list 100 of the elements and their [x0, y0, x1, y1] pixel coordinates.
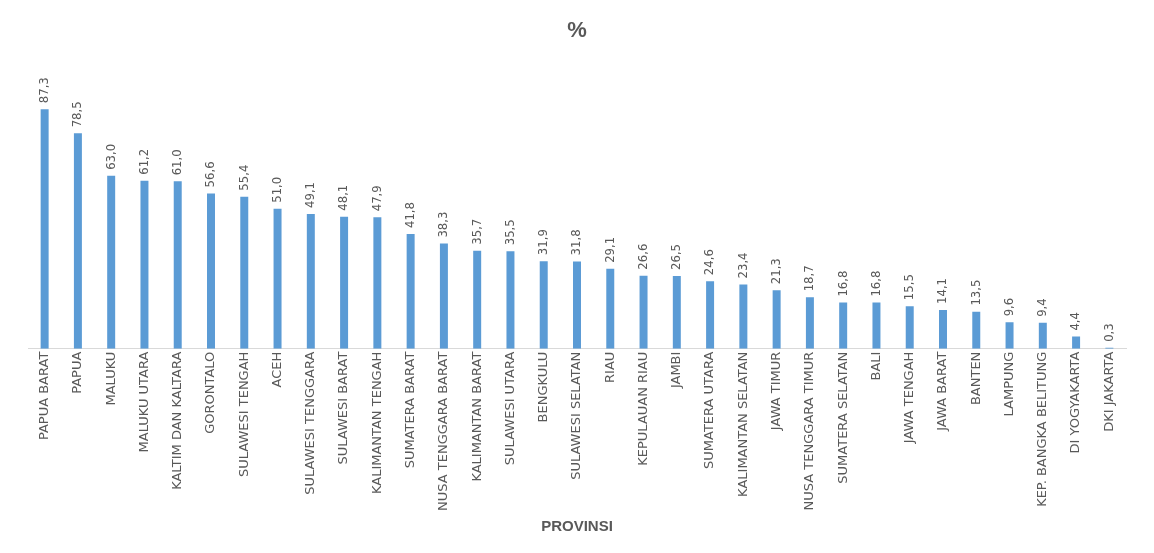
- bar: [839, 302, 848, 349]
- bar: [939, 309, 947, 349]
- bar: [539, 261, 548, 349]
- bar: [140, 180, 149, 349]
- x-tick-label: RIAU: [601, 351, 617, 383]
- x-tick-label: JAWA TENGAH: [901, 351, 917, 445]
- x-tick-label: DKI JAKARTA: [1100, 351, 1116, 432]
- bar: [406, 234, 415, 349]
- bar: [1072, 336, 1081, 349]
- data-label: 31,9: [535, 229, 551, 256]
- data-label: 9,4: [1034, 298, 1050, 317]
- x-tick-label: NUSA TENGGARA BARAT: [435, 351, 451, 512]
- x-tick-label: JAWA TIMUR: [768, 351, 784, 432]
- x-tick-label: SUMATERA UTARA: [701, 351, 717, 469]
- data-label: 26,5: [668, 243, 684, 270]
- x-tick-label: SULAWESI BARAT: [335, 351, 351, 465]
- bar: [373, 217, 382, 349]
- data-label: 23,4: [734, 252, 750, 279]
- bar: [1038, 322, 1047, 349]
- data-label: 18,7: [801, 265, 817, 292]
- bar: [207, 193, 215, 349]
- data-label: 38,3: [435, 211, 451, 238]
- chart-title: %: [567, 17, 587, 43]
- bar: [739, 284, 748, 349]
- data-label: 15,5: [901, 274, 917, 301]
- data-label: 31,8: [568, 229, 584, 256]
- bar: [706, 281, 715, 349]
- x-tick-label: SUMATERA BARAT: [402, 351, 418, 469]
- data-label: 55,4: [235, 164, 251, 191]
- data-label: 0,3: [1100, 323, 1116, 342]
- data-label: 47,9: [368, 185, 384, 212]
- x-tick-label: SUMATERA SELATAN: [834, 351, 850, 484]
- data-label: 48,1: [335, 184, 351, 211]
- x-tick-label: MALUKU: [102, 351, 118, 406]
- x-tick-label: BALI: [867, 351, 883, 381]
- bar: [173, 181, 182, 349]
- bar: [340, 216, 349, 349]
- bar: [905, 306, 914, 349]
- x-tick-label: NUSA TENGGARA TIMUR: [801, 351, 817, 511]
- data-label: 35,7: [468, 218, 484, 245]
- data-label: 4,4: [1067, 311, 1083, 331]
- data-label: 87,3: [36, 77, 52, 104]
- bar: [772, 290, 781, 349]
- x-tick-label: PAPUA BARAT: [36, 351, 52, 441]
- data-label: 49,1: [302, 181, 318, 208]
- x-tick-label: PAPUA: [69, 351, 85, 394]
- data-label: 21,3: [768, 258, 784, 285]
- bar: [1005, 322, 1014, 349]
- x-tick-label: KALIMANTAN SELATAN: [734, 351, 750, 497]
- data-label: 56,6: [202, 161, 218, 188]
- bar: [639, 275, 648, 349]
- x-tick-label: DI YOGYAKARTA: [1067, 351, 1083, 454]
- bar: [972, 311, 981, 349]
- x-tick-label: KALIMANTAN TENGAH: [368, 351, 384, 495]
- x-tick-label: SULAWESI TENGGARA: [302, 351, 318, 495]
- data-label: 78,5: [69, 101, 85, 128]
- bar: [73, 133, 82, 349]
- data-label: 16,8: [834, 270, 850, 297]
- data-label: 63,0: [102, 143, 118, 170]
- x-tick-label: KEP. BANGKA BELITUNG: [1034, 351, 1050, 507]
- x-tick-label: KEPULAUAN RIAU: [634, 351, 650, 466]
- data-label: 51,0: [268, 176, 284, 203]
- x-tick-label: MALUKU UTARA: [135, 351, 151, 453]
- bar: [306, 213, 315, 349]
- data-label: 35,5: [501, 219, 517, 246]
- bar: [273, 208, 282, 349]
- bar: [573, 261, 581, 349]
- x-tick-label: JAWA BARAT: [934, 351, 950, 432]
- x-axis-title: PROVINSI: [541, 517, 613, 535]
- x-tick-label: JAMBI: [668, 351, 684, 390]
- data-label: 16,8: [867, 270, 883, 297]
- bar: [439, 243, 448, 349]
- x-tick-label: LAMPUNG: [1000, 351, 1016, 417]
- bar: [872, 302, 881, 349]
- data-label: 29,1: [601, 236, 617, 263]
- bar: [805, 297, 814, 349]
- data-label: 14,1: [934, 277, 950, 304]
- bar: [606, 268, 615, 349]
- x-tick-label: BANTEN: [967, 351, 983, 406]
- data-label: 61,0: [169, 149, 185, 176]
- bar: [240, 196, 249, 349]
- data-label: 41,8: [402, 201, 418, 229]
- bar: [107, 175, 116, 349]
- x-tick-label: BENGKULU: [535, 351, 551, 423]
- data-label: 24,6: [701, 249, 717, 276]
- x-tick-label: SULAWESI UTARA: [501, 351, 517, 466]
- x-tick-label: ACEH: [268, 351, 284, 388]
- bar: [473, 250, 482, 349]
- x-tick-label: SULAWESI SELATAN: [568, 351, 584, 480]
- x-tick-label: KALIMANTAN BARAT: [468, 351, 484, 482]
- bar: [506, 251, 515, 349]
- bar: [40, 109, 49, 349]
- x-tick-label: SULAWESI TENGAH: [235, 351, 251, 478]
- x-tick-label: KALTIM DAN KALTARA: [169, 351, 185, 490]
- data-label: 9,6: [1000, 297, 1016, 317]
- data-label: 61,2: [135, 148, 151, 175]
- x-tick-label: GORONTALO: [202, 351, 218, 434]
- bar: [672, 275, 681, 349]
- data-label: 13,5: [967, 279, 983, 306]
- data-label: 26,6: [634, 243, 650, 270]
